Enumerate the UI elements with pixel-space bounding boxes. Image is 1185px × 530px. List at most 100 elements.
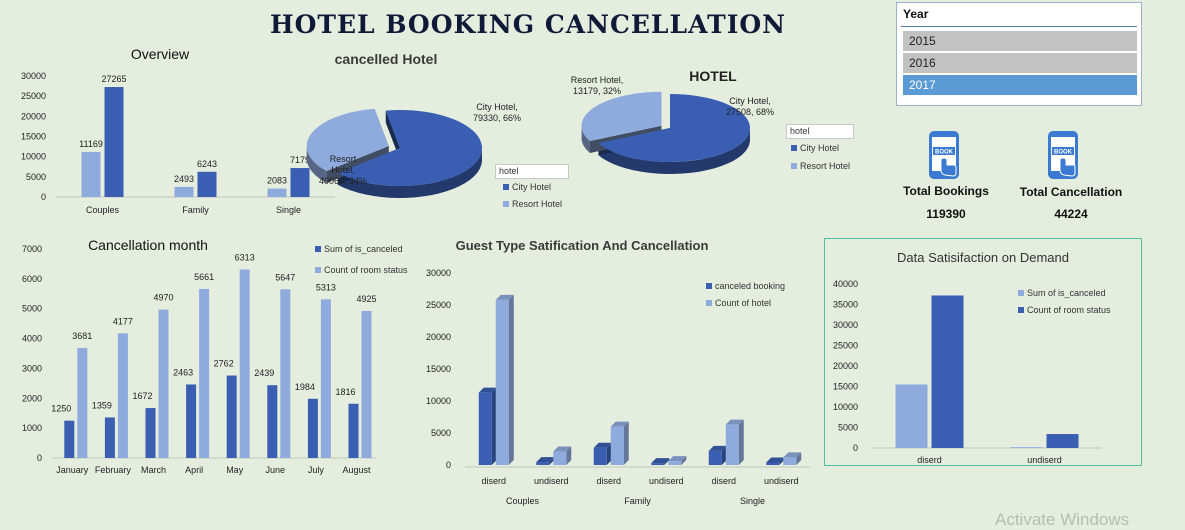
y-tick-label: 5000 xyxy=(26,172,46,182)
legend-label: Resort Hotel xyxy=(800,161,851,171)
bar-top xyxy=(495,294,514,300)
y-tick-label: 25000 xyxy=(833,341,858,351)
bar-value-label: 5647 xyxy=(275,272,295,282)
bar-value-label: 3681 xyxy=(72,331,92,341)
x-tick-label: diserd xyxy=(596,476,621,486)
bar xyxy=(593,447,607,465)
legend-label: Sum of is_canceled xyxy=(1027,288,1106,298)
pie-slice-side xyxy=(581,124,590,153)
bar-value-label: 2762 xyxy=(214,359,234,369)
legend-swatch xyxy=(706,283,712,289)
kpi-bookings-value: 119390 xyxy=(926,207,966,221)
bar xyxy=(174,186,194,197)
y-tick-label: 20000 xyxy=(426,332,451,342)
bar-value-label: 6313 xyxy=(235,253,255,263)
x-group-label: Couples xyxy=(506,496,540,506)
bar xyxy=(651,463,665,465)
bar-side xyxy=(491,387,497,465)
bar xyxy=(1046,434,1079,448)
bar-value-label: 5313 xyxy=(316,282,336,292)
bar xyxy=(158,309,169,458)
bar-value-label: 6243 xyxy=(197,159,217,169)
legend-city-hotel: City Hotel xyxy=(503,182,551,192)
pie-slice xyxy=(598,94,751,162)
bar xyxy=(197,171,217,197)
slicer-item-2015[interactable]: 2015 xyxy=(903,31,1137,51)
chart-title: Data Satisifaction on Demand xyxy=(897,250,1069,265)
cancellation-month-chart: Cancellation month 0 1000 2000 3000 4000 5000 6… xyxy=(22,237,408,475)
slicer-title: Year xyxy=(903,7,929,21)
bar-top xyxy=(593,442,612,448)
pie-slice-wall xyxy=(385,110,400,160)
chart-title: Cancellation month xyxy=(88,237,208,253)
x-tick-label: January xyxy=(56,465,89,475)
y-tick-label: 5000 xyxy=(431,428,451,438)
bar xyxy=(104,417,115,458)
bar-top xyxy=(553,446,572,452)
bar-top xyxy=(725,419,744,425)
hotel-pie: HOTEL City Hotel,27508, 68% Resort Hotel,1… xyxy=(571,68,774,174)
legend-label: canceled booking xyxy=(715,281,785,291)
bar-side xyxy=(606,442,612,465)
cancelled-hotel-pie: cancelled Hotel City Hotel,79330, 66% Reso… xyxy=(306,51,521,198)
booking-phone-icon: BOOK xyxy=(927,130,963,187)
bar xyxy=(783,457,797,465)
bar xyxy=(104,87,124,197)
chart-title: cancelled Hotel xyxy=(335,51,438,67)
y-tick-label: 30000 xyxy=(833,320,858,330)
bar-value-label: 5661 xyxy=(194,272,214,282)
bar-value-label: 1984 xyxy=(295,382,315,392)
guest-type-chart: Guest Type Satification And Cancellation… xyxy=(426,238,810,506)
y-tick-label: 15000 xyxy=(21,132,46,142)
x-tick-label: diserd xyxy=(711,476,736,486)
hotel-filter-field[interactable]: hotel xyxy=(495,164,569,179)
legend-resort-hotel: Resort Hotel xyxy=(791,161,850,171)
bar-side xyxy=(721,445,727,465)
bar-side xyxy=(549,457,555,465)
hotel-filter-field[interactable]: hotel xyxy=(786,124,854,139)
bar xyxy=(145,408,156,458)
year-slicer[interactable]: Year 2015 2016 2017 xyxy=(896,2,1142,106)
legend-swatch xyxy=(315,246,321,252)
x-tick-label: undiserd xyxy=(649,476,684,486)
legend-label: City Hotel xyxy=(800,143,840,153)
bar-value-label: 1816 xyxy=(335,387,355,397)
bar-value-label: 1672 xyxy=(132,391,152,401)
bar-top xyxy=(536,457,555,463)
x-tick-label: diserd xyxy=(481,476,506,486)
legend-resort-hotel: Resort Hotel xyxy=(503,199,562,209)
pie-data-label: Resort Hotel, xyxy=(571,75,624,85)
booking-phone-icon: BOOK xyxy=(1046,130,1082,187)
bar-value-label: 11169 xyxy=(79,139,103,149)
kpi-cancellation-value: 44224 xyxy=(1054,207,1088,221)
bar xyxy=(553,451,567,465)
bar-value-label: 2083 xyxy=(267,176,287,186)
y-tick-label: 2000 xyxy=(22,393,42,403)
legend-label: Sum of is_canceled xyxy=(324,244,403,254)
bar-value-label: 2463 xyxy=(173,367,193,377)
chart-title: Overview xyxy=(131,46,190,62)
y-tick-label: 15000 xyxy=(426,364,451,374)
bar xyxy=(64,420,75,458)
y-tick-label: 5000 xyxy=(22,304,42,314)
y-tick-label: 10000 xyxy=(833,402,858,412)
pie-slice xyxy=(581,91,662,141)
slicer-item-2016[interactable]: 2016 xyxy=(903,53,1137,73)
pie-data-label: 40060, 34% xyxy=(319,176,367,186)
bar-value-label: 4970 xyxy=(153,293,173,303)
bar-value-label: 2439 xyxy=(254,368,274,378)
x-tick-label: August xyxy=(342,465,371,475)
bar-top xyxy=(478,387,497,393)
bar xyxy=(348,403,359,458)
bar-side xyxy=(566,446,572,465)
demand-chart-frame xyxy=(824,238,1142,466)
pie-slice-side xyxy=(337,149,482,198)
bar-top xyxy=(708,445,727,451)
pie-data-label: 13179, 32% xyxy=(573,86,621,96)
bar xyxy=(280,289,291,458)
bar xyxy=(320,299,331,458)
pie-data-label: Hotel, xyxy=(331,165,355,175)
legend-swatch xyxy=(315,267,321,273)
page-title: HOTEL BOOKING CANCELLATION xyxy=(270,10,787,39)
slicer-item-2017[interactable]: 2017 xyxy=(903,75,1137,95)
